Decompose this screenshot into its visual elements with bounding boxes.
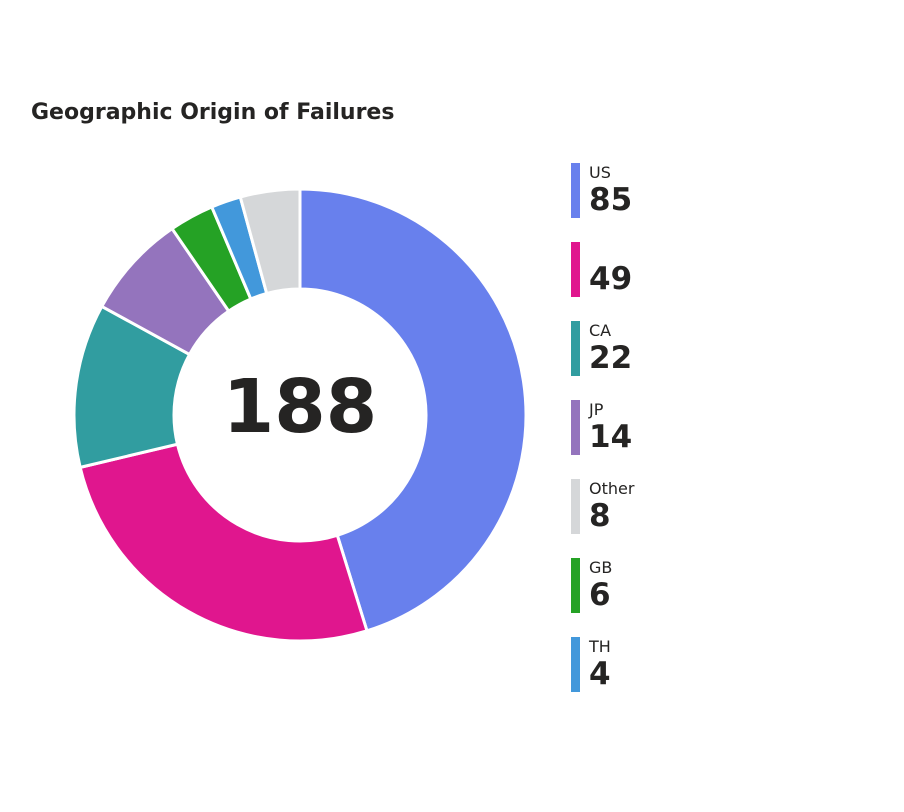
legend-swatch-unlabeled [571, 242, 580, 297]
legend-label-unlabeled [589, 242, 634, 262]
legend-swatch-th [571, 637, 580, 692]
legend-item-gb[interactable]: GB 6 [571, 558, 634, 613]
chart-title: Geographic Origin of Failures [31, 100, 395, 125]
legend-swatch-jp [571, 400, 580, 455]
legend-label-other: Other [589, 479, 635, 498]
slice-unlabeled[interactable] [78, 442, 369, 643]
legend-label-jp: JP [589, 400, 604, 419]
legend-item-unlabeled[interactable]: 49 [571, 242, 634, 297]
legend-item-other[interactable]: Other 8 [571, 479, 634, 534]
legend-value-other: 8 [589, 498, 611, 534]
legend-label-ca: CA [589, 321, 612, 340]
legend-swatch-other [571, 479, 580, 534]
donut-chart [72, 187, 528, 643]
legend-label-th: TH [589, 637, 611, 656]
legend-value-jp: 14 [589, 419, 633, 455]
legend-swatch-gb [571, 558, 580, 613]
legend-item-jp[interactable]: JP 14 [571, 400, 634, 455]
legend-value-gb: 6 [589, 577, 611, 613]
legend-item-th[interactable]: TH 4 [571, 637, 634, 692]
legend-value-unlabeled: 49 [589, 261, 633, 297]
total-value: 188 [222, 364, 378, 450]
legend-value-th: 4 [589, 656, 611, 692]
legend-swatch-ca [571, 321, 580, 376]
legend-value-ca: 22 [589, 340, 633, 376]
legend: US 85 49 CA 22 JP 14 Other 8 GB 6 TH 4 [571, 163, 634, 716]
slice-other[interactable] [238, 187, 302, 296]
legend-label-gb: GB [589, 558, 613, 577]
legend-item-us[interactable]: US 85 [571, 163, 634, 218]
legend-value-us: 85 [589, 182, 633, 218]
legend-item-ca[interactable]: CA 22 [571, 321, 634, 376]
legend-swatch-us [571, 163, 580, 218]
legend-label-us: US [589, 163, 611, 182]
slice-us[interactable] [298, 187, 528, 633]
